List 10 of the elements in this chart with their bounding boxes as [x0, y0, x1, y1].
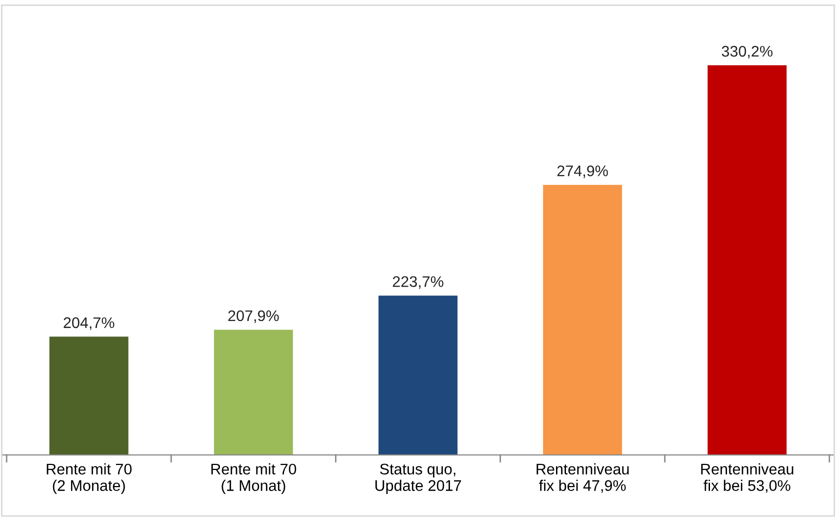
- x-tick-label: Rentenniveau fix bei 53,0%: [701, 463, 794, 493]
- data-label: 204,7%: [64, 317, 114, 330]
- x-tick-label: Status quo, Update 2017: [375, 464, 461, 494]
- x-tick-label: Rente mit 70 (1 Monat): [211, 463, 296, 494]
- data-label: 274,9%: [557, 165, 608, 178]
- data-label: 207,9%: [228, 310, 279, 323]
- data-label: 223,7%: [392, 276, 444, 289]
- x-tick-label: Rentenniveau fix bei 47,9%: [536, 463, 629, 493]
- x-tick-label: Rente mit 70 (2 Monate): [46, 463, 132, 494]
- data-label: 330,2%: [722, 46, 772, 59]
